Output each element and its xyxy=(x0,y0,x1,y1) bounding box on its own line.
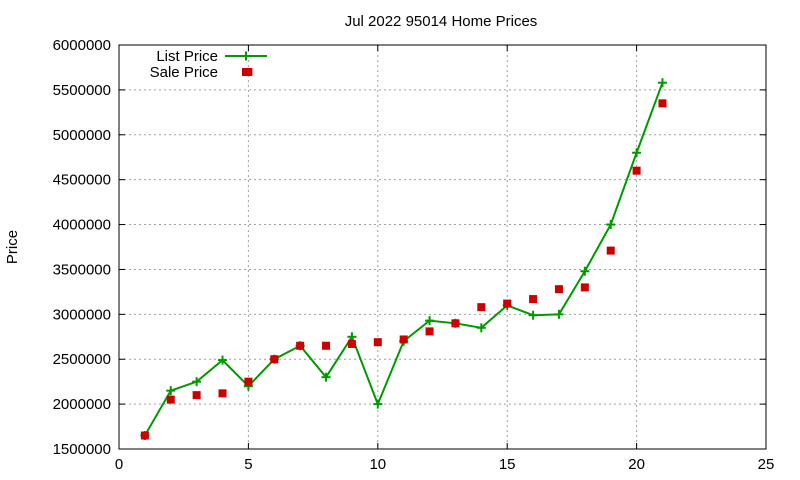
series-layer xyxy=(140,67,667,441)
list-price-point xyxy=(476,323,486,333)
sale-price-point xyxy=(606,246,615,255)
y-tick-label: 4000000 xyxy=(53,217,111,234)
list-price-point xyxy=(347,332,357,342)
y-tick-label: 1500000 xyxy=(53,441,111,458)
sale-price-point xyxy=(373,338,382,347)
x-tick-label: 10 xyxy=(369,456,386,473)
x-tick-label: 25 xyxy=(758,456,775,473)
y-tick-label: 6000000 xyxy=(53,37,111,54)
grid xyxy=(119,45,766,449)
legend-label-list-price: List Price xyxy=(156,48,218,65)
sale-price-point xyxy=(218,389,227,398)
ticks: 0 5 10 15 20 25 1500000 2000000 2500000 3000000 35… xyxy=(53,37,775,473)
y-tick-label: 5500000 xyxy=(53,82,111,99)
sale-price-point xyxy=(451,319,460,328)
y-tick-label: 5000000 xyxy=(53,127,111,144)
sale-price-point xyxy=(140,431,149,440)
list-price-point xyxy=(166,386,176,396)
y-tick-label: 2000000 xyxy=(53,396,111,413)
chart-title: Jul 2022 95014 Home Prices xyxy=(345,13,538,30)
sale-price-series xyxy=(140,99,667,440)
sale-price-point xyxy=(244,377,253,386)
sale-price-point xyxy=(399,335,408,344)
x-tick-label: 20 xyxy=(628,456,645,473)
x-tick-label: 15 xyxy=(499,456,516,473)
y-tick-label: 2500000 xyxy=(53,351,111,368)
list-price-series xyxy=(140,78,667,441)
sale-price-point xyxy=(192,391,201,400)
sale-price-point xyxy=(477,303,486,312)
sale-price-point xyxy=(632,166,641,175)
list-price-line xyxy=(144,82,664,437)
sale-price-point xyxy=(347,339,356,348)
x-tick-label: 5 xyxy=(244,456,252,473)
legend-marker-list-price xyxy=(241,51,251,61)
list-price-point xyxy=(580,266,590,276)
sale-price-point xyxy=(166,395,175,404)
list-price-point xyxy=(528,310,538,320)
list-price-point xyxy=(554,309,564,319)
list-price-point xyxy=(425,316,435,326)
legend-marker-sale-price xyxy=(242,68,250,76)
list-price-point xyxy=(321,372,331,382)
list-price-point xyxy=(632,148,642,158)
y-tick-label: 3000000 xyxy=(53,306,111,323)
list-price-point xyxy=(192,377,202,387)
y-tick-label: 3500000 xyxy=(53,261,111,278)
sale-price-point xyxy=(529,295,538,304)
list-price-point xyxy=(606,220,616,230)
y-tick-label: 4500000 xyxy=(53,172,111,189)
legend-label-sale-price: Sale Price xyxy=(150,64,218,81)
list-price-point xyxy=(373,399,383,409)
sale-price-point xyxy=(270,355,279,364)
sale-price-point xyxy=(554,285,563,294)
plot-frame xyxy=(118,44,767,450)
sale-price-point xyxy=(503,299,512,308)
sale-price-point xyxy=(322,341,331,350)
list-price-point xyxy=(218,355,228,365)
list-price-point xyxy=(657,78,667,88)
sale-price-point xyxy=(425,327,434,336)
sale-price-point xyxy=(580,283,589,292)
y-axis-label: Price xyxy=(4,230,21,264)
sale-price-point xyxy=(296,341,305,350)
x-tick-label: 0 xyxy=(115,456,123,473)
sale-price-point xyxy=(658,99,667,108)
